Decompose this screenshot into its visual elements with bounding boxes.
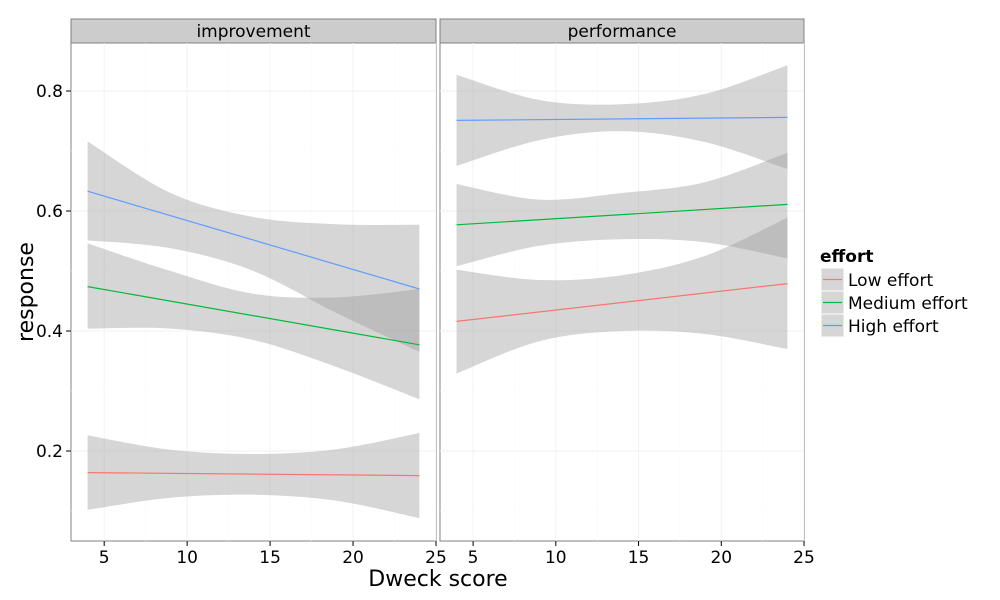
gridlines xyxy=(71,43,436,541)
series-line-medium-effort xyxy=(456,203,788,226)
y-tick-label: 0.8 xyxy=(36,82,63,102)
y-tick-label: 0.6 xyxy=(36,202,63,222)
legend-title: effort xyxy=(820,247,874,267)
panel-background xyxy=(439,42,805,542)
y-axis-title: response xyxy=(14,242,39,342)
series-line-high-effort xyxy=(456,116,788,121)
x-tick-label: 15 xyxy=(259,548,281,568)
series-marks xyxy=(456,65,788,374)
legend-item-high-effort: High effort xyxy=(820,313,939,338)
confidence-band-high-effort xyxy=(87,141,420,352)
legend-label: Medium effort xyxy=(848,294,968,314)
x-tick-label: 20 xyxy=(710,548,732,568)
series-line-medium-effort xyxy=(87,286,420,346)
series-marks xyxy=(87,141,420,519)
panel-improvement: improvement 5 10 15 20 25 0.2 0.4 0.6 0.8 xyxy=(36,18,447,568)
x-tick-label: 20 xyxy=(342,548,364,568)
x-axis-title: Dweck score xyxy=(368,567,507,592)
x-tick-label: 5 xyxy=(468,548,479,568)
series-line-high-effort xyxy=(87,190,420,290)
x-axis-ticks: 5 10 15 20 25 xyxy=(468,541,815,568)
confidence-band-low-effort xyxy=(456,217,788,374)
x-tick-label: 25 xyxy=(425,548,447,568)
gridlines xyxy=(440,43,804,541)
panel-performance: performance 5 10 15 20 25 xyxy=(439,18,815,568)
legend-item-low-effort: Low effort xyxy=(820,267,933,292)
confidence-band-medium-effort xyxy=(456,152,788,267)
panels-layer: improvement 5 10 15 20 25 0.2 0.4 0.6 0.8 performa… xyxy=(36,18,815,568)
x-axis-ticks: 5 10 15 20 25 xyxy=(99,541,447,568)
legend-label: High effort xyxy=(848,317,939,337)
panel-background xyxy=(70,42,437,542)
x-tick-label: 10 xyxy=(545,548,567,568)
confidence-band-low-effort xyxy=(87,433,420,519)
y-tick-label: 0.2 xyxy=(36,442,63,462)
strip-label: improvement xyxy=(196,22,310,42)
y-tick-label: 0.4 xyxy=(36,322,63,342)
confidence-band-high-effort xyxy=(456,65,788,169)
x-tick-label: 10 xyxy=(176,548,198,568)
legend-item-medium-effort: Medium effort xyxy=(820,290,968,315)
legend-items: Low effort Medium effort High effort xyxy=(820,267,968,338)
y-axis-ticks: 0.2 0.4 0.6 0.8 xyxy=(36,82,71,462)
strip-label: performance xyxy=(568,22,677,42)
strip-background xyxy=(70,18,437,44)
series-line-low-effort xyxy=(87,472,420,477)
x-tick-label: 25 xyxy=(793,548,815,568)
legend-label: Low effort xyxy=(848,271,933,291)
legend: effort Low effort Medium effort High effor… xyxy=(820,247,968,338)
x-tick-label: 15 xyxy=(628,548,650,568)
confidence-band-medium-effort xyxy=(87,243,420,400)
x-tick-label: 5 xyxy=(99,548,110,568)
series-line-low-effort xyxy=(456,283,788,322)
